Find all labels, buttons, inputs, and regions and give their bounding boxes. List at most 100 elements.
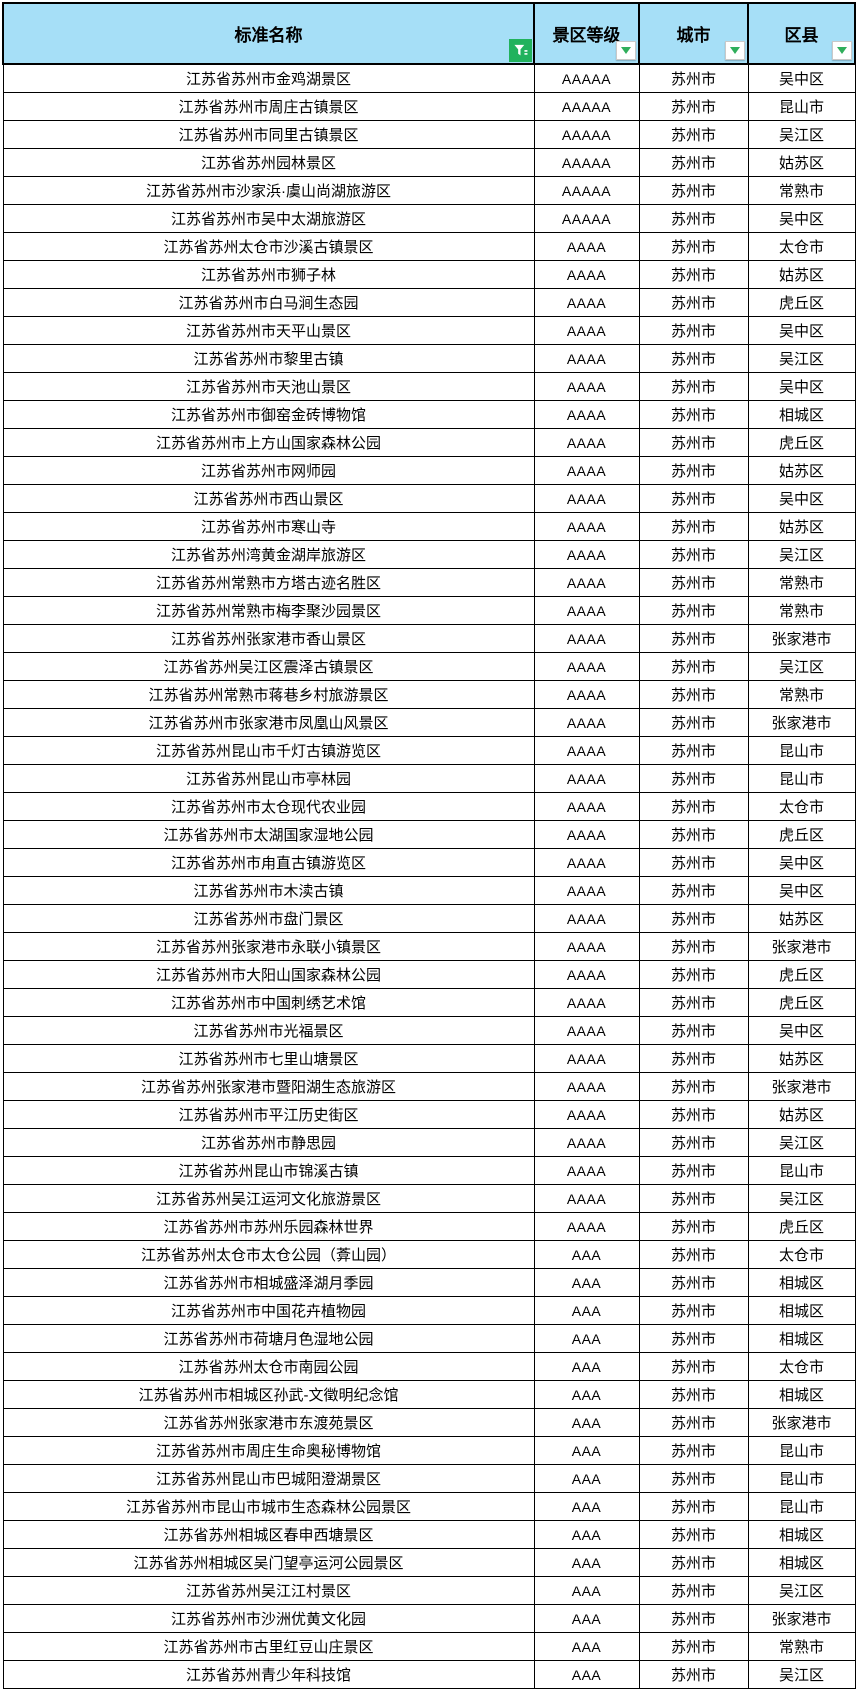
table-row: 江苏省苏州张家港市东渡苑景区 AAA 苏州市 张家港市 bbox=[2, 1408, 856, 1437]
table-row: 江苏省苏州市狮子林 AAAA 苏州市 姑苏区 bbox=[2, 260, 856, 289]
cell-standard-name: 江苏省苏州市中国花卉植物园 bbox=[2, 1296, 535, 1325]
cell-city: 苏州市 bbox=[638, 988, 749, 1017]
cell-city: 苏州市 bbox=[638, 1184, 749, 1213]
cell-city: 苏州市 bbox=[638, 1520, 749, 1549]
cell-grade: AAA bbox=[533, 1296, 640, 1325]
cell-standard-name: 江苏省苏州市网师园 bbox=[2, 456, 535, 485]
cell-standard-name: 江苏省苏州市狮子林 bbox=[2, 260, 535, 289]
cell-district: 吴中区 bbox=[747, 372, 856, 401]
cell-grade: AAAA bbox=[533, 1100, 640, 1129]
cell-standard-name: 江苏省苏州湾黄金湖岸旅游区 bbox=[2, 540, 535, 569]
table-row: 江苏省苏州市七里山塘景区 AAAA 苏州市 姑苏区 bbox=[2, 1044, 856, 1073]
funnel-filter-icon[interactable] bbox=[509, 39, 532, 62]
cell-district: 虎丘区 bbox=[747, 988, 856, 1017]
cell-city: 苏州市 bbox=[638, 792, 749, 821]
cell-standard-name: 江苏省苏州昆山市亭林园 bbox=[2, 764, 535, 793]
cell-district: 常熟市 bbox=[747, 568, 856, 597]
cell-grade: AAA bbox=[533, 1352, 640, 1381]
cell-grade: AAA bbox=[533, 1268, 640, 1297]
cell-grade: AAA bbox=[533, 1240, 640, 1269]
cell-standard-name: 江苏省苏州园林景区 bbox=[2, 148, 535, 177]
cell-city: 苏州市 bbox=[638, 1240, 749, 1269]
cell-standard-name: 江苏省苏州市苏州乐园森林世界 bbox=[2, 1212, 535, 1241]
table-row: 江苏省苏州张家港市香山景区 AAAA 苏州市 张家港市 bbox=[2, 624, 856, 653]
table-row: 江苏省苏州太仓市南园公园 AAA 苏州市 太仓市 bbox=[2, 1352, 856, 1381]
table-row: 江苏省苏州市沙洲优黄文化园 AAA 苏州市 张家港市 bbox=[2, 1604, 856, 1633]
table-row: 江苏省苏州市金鸡湖景区 AAAAA 苏州市 吴中区 bbox=[2, 63, 856, 93]
cell-district: 虎丘区 bbox=[747, 960, 856, 989]
cell-city: 苏州市 bbox=[638, 736, 749, 765]
city-filter-dropdown-arrow-icon[interactable] bbox=[725, 41, 745, 60]
cell-standard-name: 江苏省苏州太仓市南园公园 bbox=[2, 1352, 535, 1381]
cell-city: 苏州市 bbox=[638, 1660, 749, 1689]
cell-district: 昆山市 bbox=[747, 1492, 856, 1521]
cell-district: 张家港市 bbox=[747, 708, 856, 737]
table-row: 江苏省苏州市沙家浜·虞山尚湖旅游区 AAAAA 苏州市 常熟市 bbox=[2, 176, 856, 205]
cell-district: 相城区 bbox=[747, 1296, 856, 1325]
cell-district: 张家港市 bbox=[747, 1604, 856, 1633]
cell-standard-name: 江苏省苏州市同里古镇景区 bbox=[2, 120, 535, 149]
cell-district: 吴中区 bbox=[747, 484, 856, 513]
table-row: 江苏省苏州市同里古镇景区 AAAAA 苏州市 吴江区 bbox=[2, 120, 856, 149]
cell-district: 姑苏区 bbox=[747, 260, 856, 289]
cell-city: 苏州市 bbox=[638, 232, 749, 261]
cell-standard-name: 江苏省苏州市沙洲优黄文化园 bbox=[2, 1604, 535, 1633]
cell-standard-name: 江苏省苏州常熟市梅李聚沙园景区 bbox=[2, 596, 535, 625]
cell-city: 苏州市 bbox=[638, 680, 749, 709]
cell-district: 昆山市 bbox=[747, 92, 856, 121]
cell-standard-name: 江苏省苏州市甪直古镇游览区 bbox=[2, 848, 535, 877]
cell-standard-name: 江苏省苏州张家港市香山景区 bbox=[2, 624, 535, 653]
table-row: 江苏省苏州市相城区孙武-文徵明纪念馆 AAA 苏州市 相城区 bbox=[2, 1380, 856, 1409]
cell-city: 苏州市 bbox=[638, 1044, 749, 1073]
funnel-glyph bbox=[514, 44, 528, 56]
cell-grade: AAAA bbox=[533, 456, 640, 485]
cell-standard-name: 江苏省苏州市大阳山国家森林公园 bbox=[2, 960, 535, 989]
table-row: 江苏省苏州市平江历史街区 AAAA 苏州市 姑苏区 bbox=[2, 1100, 856, 1129]
cell-district: 吴中区 bbox=[747, 848, 856, 877]
table-row: 江苏省苏州园林景区 AAAAA 苏州市 姑苏区 bbox=[2, 148, 856, 177]
cell-standard-name: 江苏省苏州市木渎古镇 bbox=[2, 876, 535, 905]
cell-city: 苏州市 bbox=[638, 652, 749, 681]
cell-district: 吴江区 bbox=[747, 652, 856, 681]
table-row: 江苏省苏州市太湖国家湿地公园 AAAA 苏州市 虎丘区 bbox=[2, 820, 856, 849]
cell-standard-name: 江苏省苏州昆山市千灯古镇游览区 bbox=[2, 736, 535, 765]
cell-grade: AAAA bbox=[533, 624, 640, 653]
cell-district: 吴中区 bbox=[747, 1016, 856, 1045]
cell-standard-name: 江苏省苏州市天池山景区 bbox=[2, 372, 535, 401]
cell-district: 姑苏区 bbox=[747, 1100, 856, 1129]
header-city-label: 城市 bbox=[676, 26, 711, 45]
table-row: 江苏省苏州市木渎古镇 AAAA 苏州市 吴中区 bbox=[2, 876, 856, 905]
district-filter-dropdown-arrow-icon[interactable] bbox=[832, 41, 852, 60]
header-district-label: 区县 bbox=[784, 26, 819, 45]
cell-city: 苏州市 bbox=[638, 372, 749, 401]
cell-district: 虎丘区 bbox=[747, 820, 856, 849]
cell-grade: AAAAA bbox=[533, 204, 640, 233]
cell-standard-name: 江苏省苏州市古里红豆山庄景区 bbox=[2, 1632, 535, 1661]
table-row: 江苏省苏州张家港市永联小镇景区 AAAA 苏州市 张家港市 bbox=[2, 932, 856, 961]
table-row: 江苏省苏州昆山市千灯古镇游览区 AAAA 苏州市 昆山市 bbox=[2, 736, 856, 765]
table-row: 江苏省苏州市甪直古镇游览区 AAAA 苏州市 吴中区 bbox=[2, 848, 856, 877]
table-row: 江苏省苏州市天平山景区 AAAA 苏州市 吴中区 bbox=[2, 316, 856, 345]
cell-standard-name: 江苏省苏州市西山景区 bbox=[2, 484, 535, 513]
table-row: 江苏省苏州市西山景区 AAAA 苏州市 吴中区 bbox=[2, 484, 856, 513]
table-row: 江苏省苏州市寒山寺 AAAA 苏州市 姑苏区 bbox=[2, 512, 856, 541]
cell-grade: AAA bbox=[533, 1464, 640, 1493]
cell-district: 吴中区 bbox=[747, 316, 856, 345]
cell-grade: AAAA bbox=[533, 1016, 640, 1045]
cell-grade: AAAA bbox=[533, 428, 640, 457]
cell-standard-name: 江苏省苏州市黎里古镇 bbox=[2, 344, 535, 373]
grade-filter-dropdown-arrow-icon[interactable] bbox=[616, 41, 636, 60]
cell-city: 苏州市 bbox=[638, 344, 749, 373]
cell-district: 昆山市 bbox=[747, 1436, 856, 1465]
cell-standard-name: 江苏省苏州昆山市锦溪古镇 bbox=[2, 1156, 535, 1185]
cell-standard-name: 江苏省苏州市金鸡湖景区 bbox=[2, 63, 535, 93]
cell-standard-name: 江苏省苏州市太仓现代农业园 bbox=[2, 792, 535, 821]
table-row: 江苏省苏州市荷塘月色湿地公园 AAA 苏州市 相城区 bbox=[2, 1324, 856, 1353]
cell-city: 苏州市 bbox=[638, 1100, 749, 1129]
cell-standard-name: 江苏省苏州市寒山寺 bbox=[2, 512, 535, 541]
cell-district: 姑苏区 bbox=[747, 904, 856, 933]
cell-grade: AAAA bbox=[533, 736, 640, 765]
cell-district: 吴中区 bbox=[747, 204, 856, 233]
cell-grade: AAA bbox=[533, 1324, 640, 1353]
